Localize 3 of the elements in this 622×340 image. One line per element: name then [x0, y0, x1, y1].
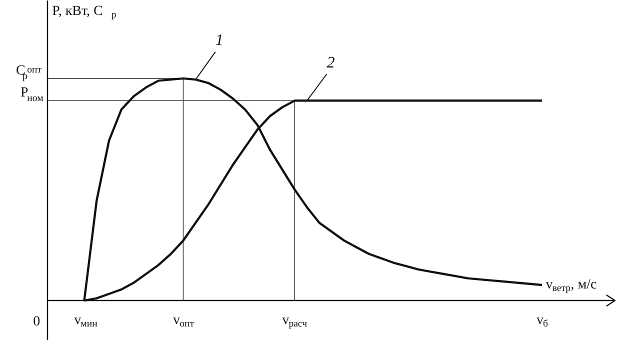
series-label: 2 — [326, 54, 335, 72]
text: 1 — [215, 32, 224, 50]
x-tick-label: 0 — [33, 314, 40, 330]
